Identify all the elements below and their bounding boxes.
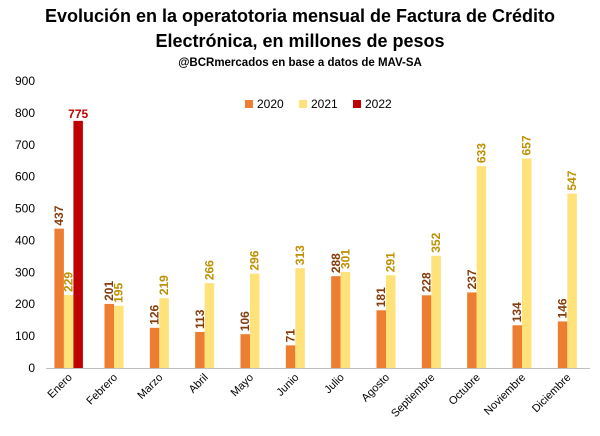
x-tick-label-Diciembre: Diciembre [530, 372, 573, 415]
data-label-2020-Diciembre: 146 [556, 298, 570, 318]
bar-2021-Septiembre [431, 255, 441, 368]
y-tick-label-2: 200 [15, 297, 35, 311]
x-tick-label-Abril: Abril [187, 372, 211, 396]
data-label-2021-Diciembre: 547 [565, 170, 579, 190]
legend-swatch-2022 [353, 100, 361, 108]
bar-2020-Noviembre [512, 325, 522, 368]
y-tick-label-6: 600 [15, 170, 35, 184]
bar-2021-Octubre [476, 166, 487, 368]
bar-2020-Febrero [104, 303, 114, 368]
bar-2020-Agosto [376, 310, 386, 368]
x-tick-label-Noviembre: Noviembre [482, 372, 528, 418]
data-label-2020-Marzo: 126 [148, 304, 162, 324]
y-tick-label-4: 400 [15, 233, 35, 247]
x-tick-label-Septiembre: Septiembre [389, 372, 437, 420]
y-tick-label-9: 900 [15, 74, 35, 88]
y-tick-label-7: 700 [15, 138, 35, 152]
data-label-2020-Agosto: 181 [374, 287, 388, 307]
data-label-2020-Junio: 71 [284, 329, 298, 343]
data-label-2020-Julio: 288 [329, 253, 343, 273]
data-label-2020-Octubre: 237 [465, 269, 479, 289]
bar-2021-Febrero [114, 305, 124, 368]
legend-swatch-2020 [245, 100, 253, 108]
bar-2021-Julio [340, 272, 351, 368]
chart-title-line-1: Evolución en la operatotoria mensual de … [44, 6, 556, 26]
chart-subtitle: @BCRmercados en base a datos de MAV-SA [178, 57, 422, 69]
x-tick-label-Junio: Junio [274, 372, 301, 399]
y-tick-label-5: 500 [15, 202, 35, 216]
bar-2021-Noviembre [522, 158, 532, 368]
data-label-2021-Abril: 266 [202, 260, 216, 280]
data-label-2021-Octubre: 633 [474, 143, 488, 163]
y-tick-label-3: 300 [15, 265, 35, 279]
data-label-2021-Junio: 313 [293, 245, 307, 265]
data-label-2021-Noviembre: 657 [520, 135, 534, 155]
data-label-2020-Febrero: 201 [102, 281, 116, 301]
data-label-2021-Febrero: 195 [112, 282, 126, 302]
data-label-2021-Julio: 301 [338, 249, 352, 269]
y-tick-label-0: 0 [28, 361, 35, 375]
bar-2020-Octubre [467, 292, 477, 368]
data-label-2021-Agosto: 291 [384, 252, 398, 272]
data-label-2020-Mayo: 106 [238, 311, 252, 331]
data-label-2020-Enero: 437 [52, 205, 66, 225]
x-tick-label-Marzo: Marzo [135, 372, 165, 402]
bar-2020-Abril [195, 331, 205, 368]
bar-2021-Marzo [159, 298, 169, 368]
legend-label-2022: 2022 [365, 97, 392, 111]
bar-2021-Diciembre [567, 193, 577, 368]
bar-2020-Enero [54, 228, 64, 368]
bar-2021-Junio [295, 268, 305, 368]
chart-title-line-2: Electrónica, en millones de pesos [155, 31, 445, 51]
data-label-2021-Enero: 229 [62, 272, 76, 292]
legend-label-2020: 2020 [257, 97, 284, 111]
y-tick-label-8: 800 [15, 106, 35, 120]
x-tick-label-Mayo: Mayo [229, 372, 257, 400]
bar-2020-Marzo [149, 327, 160, 368]
x-tick-label-Enero: Enero [46, 372, 75, 401]
data-label-2020-Septiembre: 228 [420, 272, 434, 292]
data-label-2021-Mayo: 296 [248, 250, 262, 270]
x-tick-label-Julio: Julio [322, 372, 346, 396]
legend-swatch-2021 [299, 100, 307, 108]
bar-2020-Julio [331, 276, 341, 368]
bar-2021-Enero [63, 294, 74, 368]
data-label-2022-Enero: 775 [68, 107, 88, 121]
x-tick-label-Octubre: Octubre [447, 372, 483, 408]
bar-2020-Junio [285, 345, 296, 368]
x-tick-label-Agosto: Agosto [359, 372, 392, 405]
bar-2022-Enero [73, 120, 83, 368]
bar-2020-Diciembre [557, 321, 568, 368]
legend-label-2021: 2021 [311, 97, 338, 111]
data-label-2021-Septiembre: 352 [429, 232, 443, 252]
y-tick-label-1: 100 [15, 329, 35, 343]
bar-2021-Mayo [250, 273, 260, 368]
data-label-2020-Noviembre: 134 [510, 302, 524, 322]
bar-2021-Abril [204, 283, 215, 368]
data-label-2020-Abril: 113 [193, 309, 207, 329]
bar-2020-Septiembre [421, 295, 432, 368]
bar-2021-Agosto [386, 275, 396, 368]
bar-2020-Mayo [240, 334, 250, 368]
data-label-2021-Marzo: 219 [157, 275, 171, 295]
x-tick-label-Febrero: Febrero [84, 372, 120, 408]
